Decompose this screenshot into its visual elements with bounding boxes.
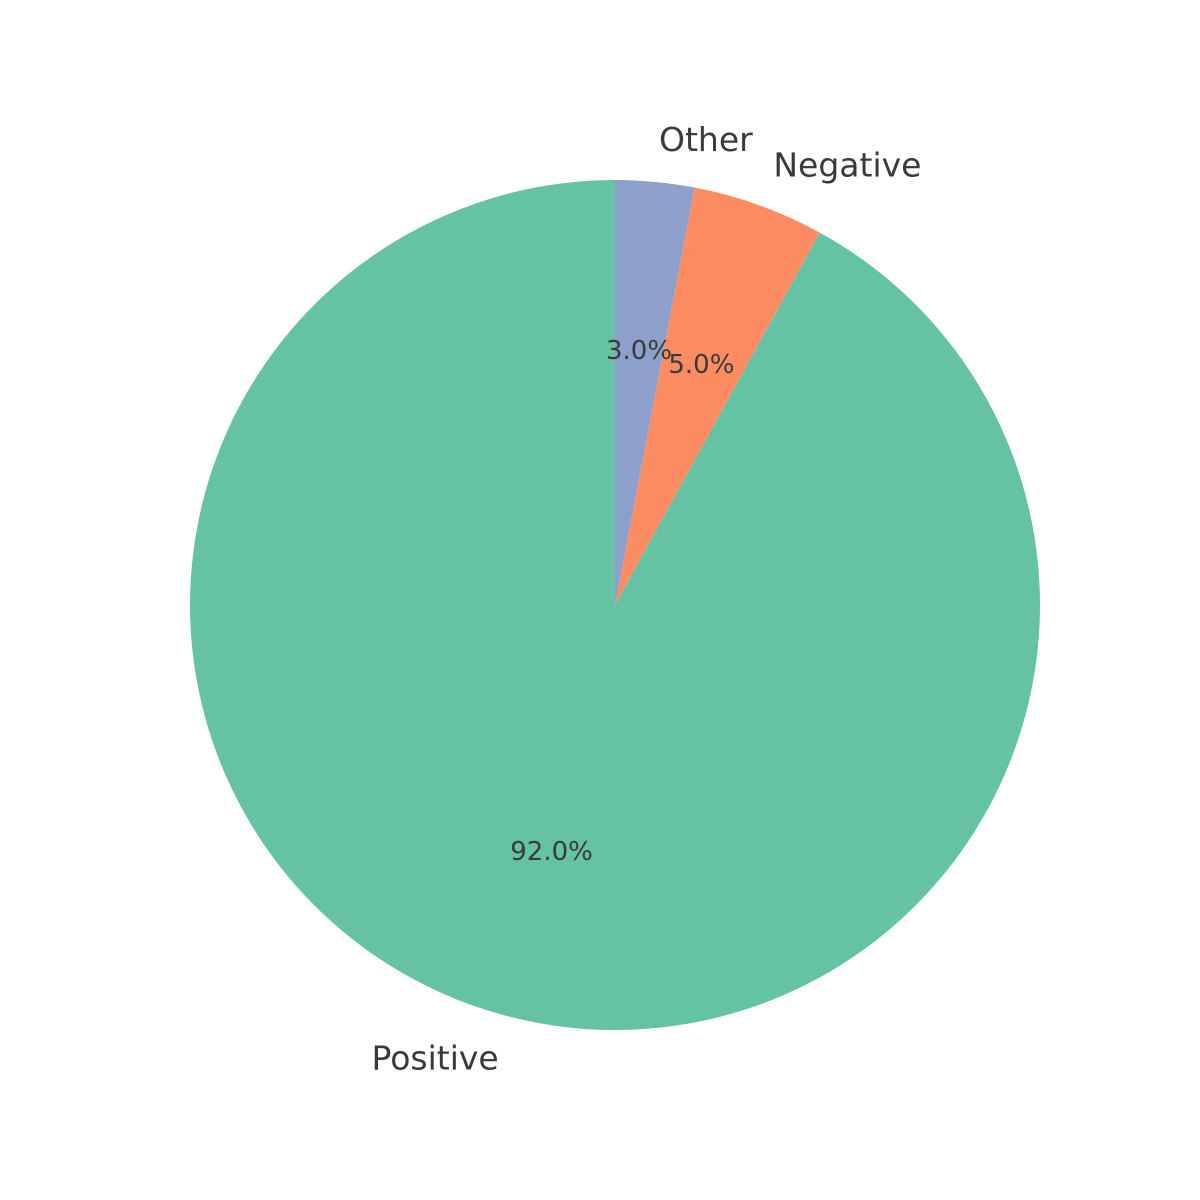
slice-label-negative: Negative	[773, 146, 921, 185]
percentage-label-other: 3.0%	[606, 336, 672, 366]
pie-slice-other	[615, 180, 695, 605]
pie-slice-negative	[615, 187, 820, 605]
slice-label-other: Other	[659, 120, 753, 159]
pie-slice-positive	[190, 180, 1041, 1030]
percentage-label-positive: 92.0%	[510, 837, 593, 867]
slice-label-positive: Positive	[372, 1038, 499, 1077]
percentage-label-negative: 5.0%	[668, 350, 734, 380]
